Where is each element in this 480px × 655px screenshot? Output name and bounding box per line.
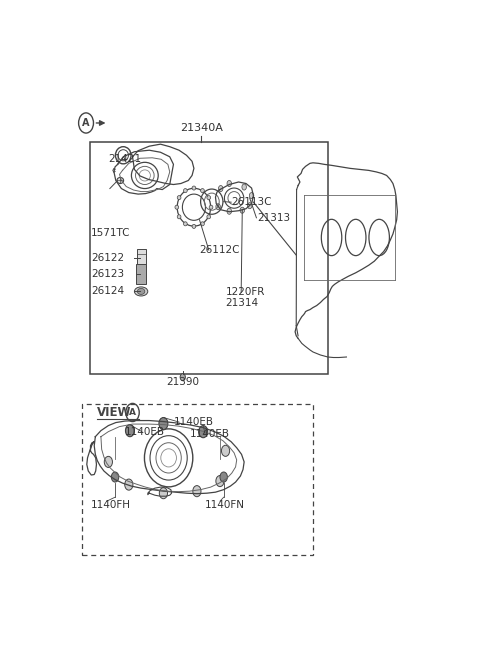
Text: 1140EB: 1140EB — [190, 429, 230, 439]
Circle shape — [216, 204, 220, 210]
Circle shape — [159, 418, 168, 429]
Text: 1140FH: 1140FH — [91, 500, 131, 510]
Circle shape — [199, 426, 208, 438]
Circle shape — [248, 202, 252, 209]
Circle shape — [159, 487, 168, 498]
Ellipse shape — [117, 178, 124, 183]
Text: 1140EB: 1140EB — [125, 426, 165, 437]
Circle shape — [227, 181, 231, 187]
Text: 26112C: 26112C — [200, 245, 240, 255]
Circle shape — [199, 426, 207, 437]
Circle shape — [126, 425, 134, 436]
Circle shape — [249, 193, 254, 198]
Circle shape — [220, 472, 228, 482]
Text: 21340A: 21340A — [180, 123, 223, 133]
Ellipse shape — [137, 288, 145, 295]
Text: 21421: 21421 — [108, 155, 142, 164]
Text: 21314: 21314 — [226, 297, 259, 308]
Circle shape — [227, 208, 231, 214]
Circle shape — [240, 207, 244, 214]
Text: 1220FR: 1220FR — [226, 288, 265, 297]
Text: 1140EB: 1140EB — [173, 417, 214, 427]
Text: 26113C: 26113C — [231, 197, 272, 207]
Text: 21313: 21313 — [257, 213, 290, 223]
Ellipse shape — [207, 196, 211, 200]
Text: 1140FN: 1140FN — [205, 500, 245, 510]
Circle shape — [159, 417, 168, 430]
Text: VIEW: VIEW — [97, 406, 132, 419]
Text: A: A — [129, 408, 136, 417]
Circle shape — [242, 184, 246, 190]
Text: 26122: 26122 — [91, 253, 124, 263]
Ellipse shape — [192, 186, 196, 190]
Text: 1571TC: 1571TC — [91, 229, 131, 238]
Ellipse shape — [201, 189, 204, 193]
Ellipse shape — [192, 225, 196, 229]
Bar — [137, 248, 145, 267]
Bar — [90, 141, 328, 373]
Circle shape — [218, 185, 223, 191]
Circle shape — [125, 479, 133, 490]
Ellipse shape — [209, 205, 213, 209]
Circle shape — [180, 373, 185, 381]
Ellipse shape — [183, 222, 187, 226]
Bar — [83, 404, 313, 555]
Circle shape — [125, 424, 134, 437]
Text: 26124: 26124 — [91, 286, 124, 297]
Circle shape — [104, 457, 112, 468]
Ellipse shape — [177, 196, 181, 200]
Ellipse shape — [183, 189, 187, 193]
Ellipse shape — [134, 287, 148, 296]
Text: 26123: 26123 — [91, 269, 124, 279]
Bar — [136, 264, 146, 284]
Ellipse shape — [207, 215, 211, 219]
Ellipse shape — [201, 222, 204, 226]
Ellipse shape — [175, 205, 179, 209]
Circle shape — [216, 476, 224, 487]
Circle shape — [111, 472, 119, 482]
Text: 21390: 21390 — [166, 377, 199, 387]
Ellipse shape — [177, 215, 181, 219]
Text: A: A — [82, 118, 90, 128]
Circle shape — [221, 445, 229, 457]
Circle shape — [193, 485, 201, 496]
